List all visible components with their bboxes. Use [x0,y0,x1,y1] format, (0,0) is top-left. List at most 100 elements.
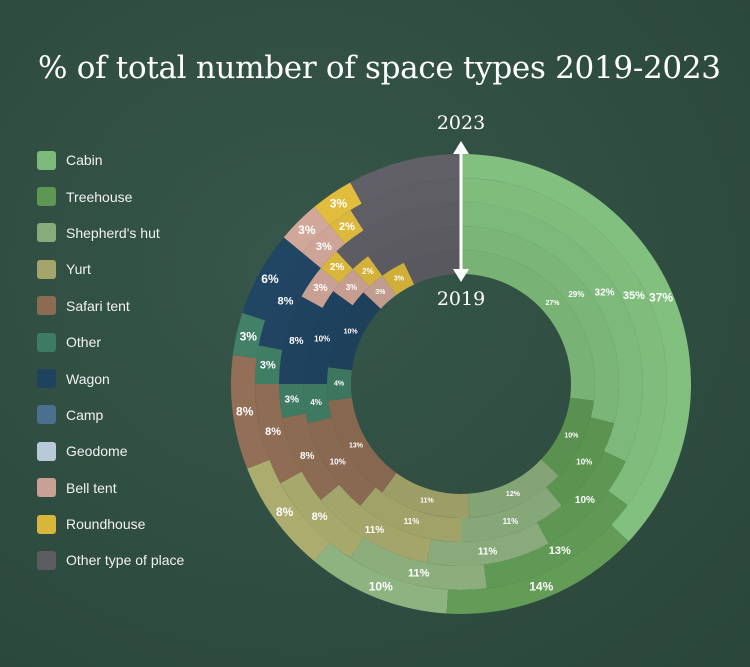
data-label: 10% [575,495,595,506]
legend-label: Shepherd's hut [66,224,160,241]
legend-swatch [37,478,56,498]
legend-item: Yurt [37,251,184,287]
legend-item: Other [37,324,184,360]
segment-other-type-of-place-2021 [336,202,461,269]
legend-label: Wagon [66,370,110,387]
segment-shepherd-s-hut-2021 [426,522,549,567]
segment-bell-tent-2019 [363,275,397,309]
data-label: 3% [330,197,348,211]
legend-swatch [37,223,56,243]
segment-roundhouse-2021 [320,251,353,284]
segment-safari-tent-2019 [328,397,397,493]
data-label: 3% [375,289,386,296]
segment-other-2022 [255,345,283,384]
data-label: 3% [285,394,300,405]
data-label: 3% [316,241,332,253]
data-label: 10% [564,432,579,439]
segment-other-2020 [303,384,332,424]
data-label: 11% [404,517,420,526]
data-label: 10% [576,458,592,467]
data-label: 14% [529,580,553,594]
segment-safari-tent-2023 [231,355,270,469]
legend-label: Bell tent [66,479,117,496]
segment-shepherd-s-hut-2020 [461,487,562,542]
data-label: 10% [314,334,330,343]
data-label: 11% [365,525,385,536]
segment-treehouse-2019 [541,397,594,476]
legend-item: Shepherd's hut [37,215,184,251]
legend-label: Other type of place [66,552,185,569]
legend-label: Cabin [66,152,103,169]
segment-other-type-of-place-2023 [350,154,461,204]
legend-label: Yurt [66,261,91,278]
segment-other-2023 [232,312,266,359]
data-label: 8% [312,511,328,523]
legend-label: Roundhouse [66,516,146,533]
segment-treehouse-2023 [446,525,629,614]
legend-item: Camp [37,397,184,433]
legend-label: Safari tent [66,297,130,314]
legend-swatch [37,514,56,534]
chart-title: % of total number of space types 2019-20… [38,50,721,86]
label-inner-year: 2019 [437,288,485,310]
segment-roundhouse-2022 [329,210,364,244]
segment-cabin-2020 [461,226,619,424]
data-label: 8% [278,295,294,307]
data-label: 3% [313,283,328,294]
data-label: 3% [394,275,405,282]
segment-other-type-of-place-2019 [403,250,461,285]
legend-swatch [37,187,56,207]
data-label: 10% [330,458,346,467]
segment-wagon-2019 [328,292,381,371]
data-label: 3% [240,329,258,343]
legend-swatch [37,296,56,316]
segment-cabin-2023 [461,154,691,542]
data-label: 8% [276,505,294,519]
legend-item: Treehouse [37,178,184,214]
segment-yurt-2021 [320,484,432,563]
segment-yurt-2020 [360,487,461,542]
segment-wagon-2023 [242,237,303,321]
segment-other-2019 [327,367,352,401]
data-label: 11% [420,498,434,505]
legend-swatch [37,441,56,461]
data-label: 4% [334,381,345,388]
legend-label: Other [66,334,102,351]
segment-other-type-of-place-2022 [350,178,461,231]
legend-item: Wagon [37,360,184,396]
segment-yurt-2023 [247,459,330,562]
data-label: 3% [260,360,276,372]
legend-swatch [37,550,56,570]
segment-bell-tent-2021 [301,267,340,308]
segment-wagon-2020 [303,291,353,384]
data-label: 8% [300,451,315,462]
segment-shepherd-s-hut-2022 [350,537,487,591]
segment-cabin-2021 [461,202,643,462]
data-label: 3% [346,283,358,292]
segment-treehouse-2022 [483,490,628,589]
data-label: 8% [265,426,281,438]
legend-swatch [37,259,56,279]
segment-yurt-2019 [382,472,470,518]
segment-shepherd-s-hut-2023 [314,542,449,614]
data-label: 11% [478,546,498,557]
arrow-down-icon [453,269,469,282]
segment-safari-tent-2022 [255,384,302,484]
data-label: 29% [568,290,584,299]
segment-safari-tent-2021 [282,413,340,501]
segment-bell-tent-2022 [302,225,345,268]
data-label: 12% [506,491,521,498]
legend-swatch [37,369,56,389]
segment-cabin-2019 [461,250,595,401]
segment-shepherd-s-hut-2019 [467,459,559,518]
data-label: 11% [408,567,430,579]
data-label: 2% [330,262,345,273]
segment-bell-tent-2023 [283,206,330,253]
data-label: 6% [261,272,279,286]
label-outer-year: 2023 [437,112,485,134]
segment-cabin-2022 [461,178,667,506]
legend-swatch [37,332,56,352]
legend-item: Geodome [37,433,184,469]
segment-other-2021 [279,384,306,419]
